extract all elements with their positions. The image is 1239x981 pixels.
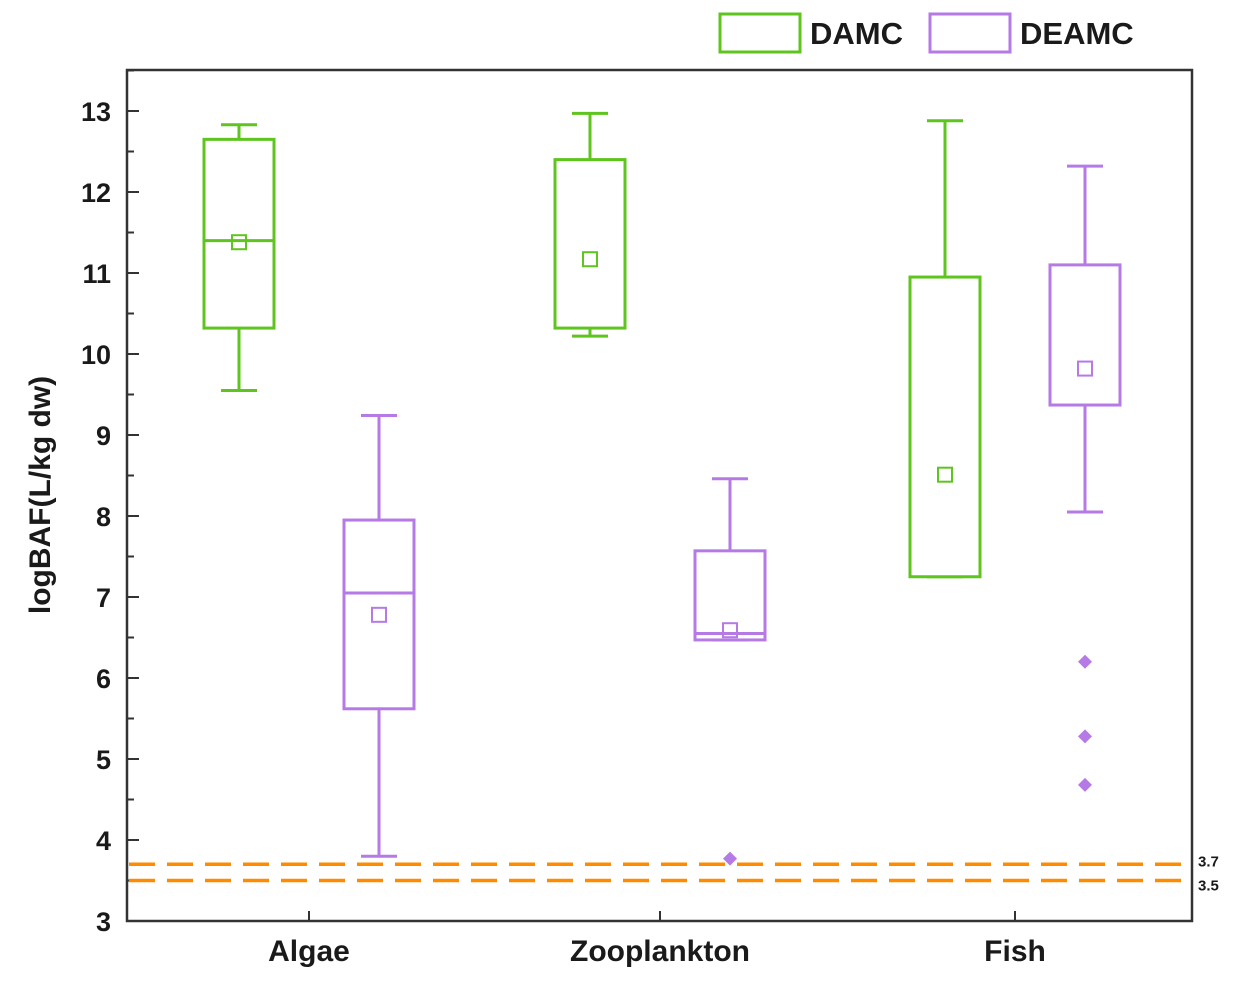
box-damc-zooplankton <box>553 111 627 338</box>
y-tick-label: 7 <box>96 583 111 613</box>
mean-marker <box>1077 360 1093 377</box>
mean-marker <box>582 251 598 268</box>
y-axis-label: logBAF(L/kg dw) <box>24 376 57 614</box>
legend-swatch-deamc <box>928 12 1012 54</box>
y-tick-label: 5 <box>96 745 111 775</box>
box-iqr <box>553 158 627 330</box>
legend-swatch-damc <box>718 12 802 54</box>
y-tick-label: 11 <box>82 259 111 289</box>
y-tick-label: 10 <box>81 340 111 370</box>
y-axis: 3 4 5 6 7 8 9 10 11 12 13 <box>81 69 139 937</box>
mean-marker <box>937 466 953 483</box>
y-tick-label: 6 <box>96 664 111 694</box>
box-deamc-algae <box>342 414 416 858</box>
outlier-point <box>1078 654 1092 669</box>
y-tick-label: 12 <box>81 178 111 208</box>
box-iqr <box>693 549 767 642</box>
outlier-point <box>723 851 737 866</box>
box-iqr <box>908 275 982 579</box>
y-tick-label: 8 <box>96 502 111 532</box>
reference-line-label: 3.5 <box>1198 878 1219 895</box>
y-tick-label: 4 <box>96 826 111 856</box>
legend: DAMC DEAMC <box>718 12 1134 54</box>
mean-marker <box>371 606 387 623</box>
x-tick-label-zooplankton: Zooplankton <box>570 935 750 968</box>
box-deamc-zooplankton <box>693 477 767 866</box>
legend-label-deamc: DEAMC <box>1020 16 1134 51</box>
box-iqr <box>1048 263 1122 407</box>
box-iqr <box>202 137 276 330</box>
x-axis: Algae Zooplankton Fish <box>268 911 1046 968</box>
reference-lines: 3.73.5 <box>129 853 1219 895</box>
x-tick-label-fish: Fish <box>984 935 1046 968</box>
box-damc-fish <box>908 119 982 579</box>
legend-label-damc: DAMC <box>810 16 903 51</box>
y-tick-label: 3 <box>96 907 111 937</box>
x-tick-label-algae: Algae <box>268 935 350 968</box>
outlier-point <box>1078 729 1092 744</box>
boxes <box>202 111 1122 866</box>
y-tick-label: 9 <box>96 421 111 451</box>
plot-frame <box>125 68 1194 923</box>
y-tick-label: 13 <box>81 97 111 127</box>
mean-marker <box>231 234 247 251</box>
box-iqr <box>342 518 416 711</box>
box-damc-algae <box>202 123 276 392</box>
outlier-point <box>1078 777 1092 792</box>
mean-marker <box>722 622 738 639</box>
reference-line-label: 3.7 <box>1198 853 1219 870</box>
box-deamc-fish <box>1048 164 1122 792</box>
